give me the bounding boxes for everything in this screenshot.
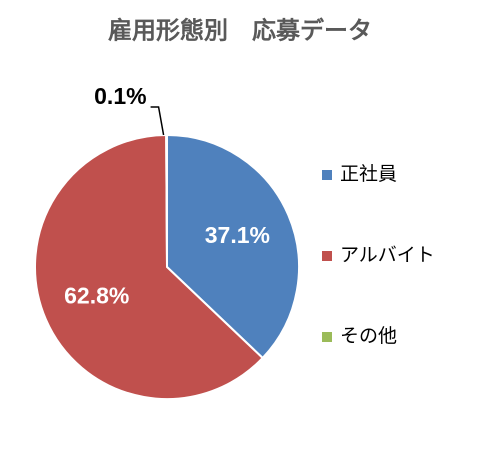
- legend-marker: [322, 332, 332, 342]
- leader-line: [150, 106, 165, 136]
- legend-marker: [322, 170, 332, 180]
- legend-marker: [322, 251, 332, 261]
- legend-label: アルバイト: [340, 245, 435, 266]
- data-label: 62.8%: [64, 282, 129, 308]
- legend-label: 正社員: [340, 163, 397, 185]
- data-label: 37.1%: [205, 222, 270, 248]
- legend-label: その他: [340, 325, 397, 347]
- pie-slice: [166, 133, 300, 360]
- pie-slice: [165, 133, 168, 268]
- data-label: 0.1%: [94, 83, 146, 109]
- chart-title: 雇用形態別 応募データ: [108, 16, 372, 44]
- pie-slice: [34, 133, 265, 400]
